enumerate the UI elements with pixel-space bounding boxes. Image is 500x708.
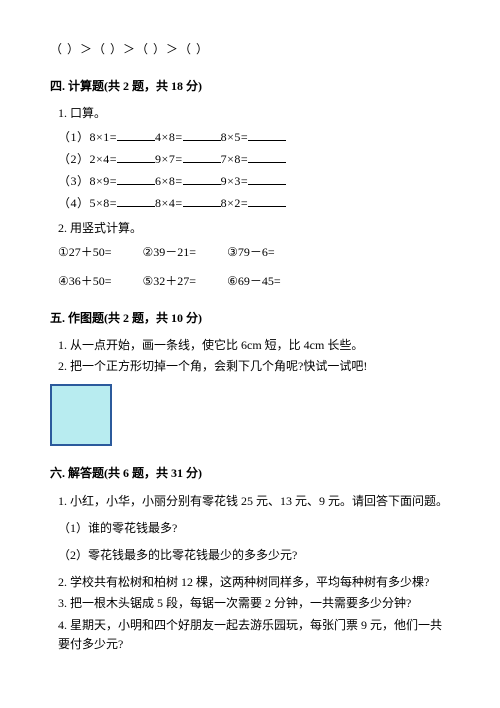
answer-blank bbox=[117, 151, 155, 163]
calc-expr: 4×8= bbox=[155, 130, 183, 144]
calc-expr: 7×8= bbox=[221, 152, 249, 166]
answer-blank bbox=[117, 195, 155, 207]
v2c: ⑥69－45= bbox=[227, 272, 281, 291]
answer-blank bbox=[183, 129, 221, 141]
calc-expr: （4）5×8= bbox=[58, 196, 117, 210]
answer-blank bbox=[248, 173, 286, 185]
vertical-row-1: ①27＋50= ②39－21= ③79－6= bbox=[58, 243, 450, 262]
v1c: ③79－6= bbox=[227, 243, 275, 262]
section5-title: 五. 作图题(共 2 题，共 10 分) bbox=[50, 309, 450, 328]
s6-q2: 2. 学校共有松树和柏树 12 棵，这两种树同样多，平均每种树有多少棵? bbox=[58, 573, 450, 592]
section4-title: 四. 计算题(共 2 题，共 18 分) bbox=[50, 77, 450, 96]
calc-expr: 8×4= bbox=[155, 196, 183, 210]
calc-rows: （1）8×1= 4×8= 8×5= （2）2×4= 9×7= 7×8= （3）8×9= 6×8… bbox=[50, 128, 450, 214]
calc-expr: （2）2×4= bbox=[58, 152, 117, 166]
v2a: ④36＋50= bbox=[58, 272, 112, 291]
s6-q3: 3. 把一根木头锯成 5 段，每锯一次需要 2 分钟，一共需要多少分钟? bbox=[58, 594, 450, 613]
calc-expr: （1）8×1= bbox=[58, 130, 117, 144]
answer-blank bbox=[248, 195, 286, 207]
answer-blank bbox=[248, 129, 286, 141]
vertical-row-2: ④36＋50= ⑤32＋27= ⑥69－45= bbox=[58, 272, 450, 291]
q2-title: 2. 用竖式计算。 bbox=[58, 219, 450, 238]
calc-expr: 9×7= bbox=[155, 152, 183, 166]
section6-title: 六. 解答题(共 6 题，共 31 分) bbox=[50, 464, 450, 483]
answer-blank bbox=[117, 129, 155, 141]
calc-expr: （3）8×9= bbox=[58, 174, 117, 188]
v1a: ①27＋50= bbox=[58, 243, 112, 262]
s6-q1-sub1: （1）谁的零花钱最多? bbox=[58, 519, 450, 538]
answer-blank bbox=[183, 151, 221, 163]
calc-row-1: （1）8×1= 4×8= 8×5= bbox=[58, 128, 450, 147]
calc-expr: 6×8= bbox=[155, 174, 183, 188]
answer-blank bbox=[117, 173, 155, 185]
calc-expr: 8×2= bbox=[221, 196, 249, 210]
calc-row-2: （2）2×4= 9×7= 7×8= bbox=[58, 150, 450, 169]
answer-blank bbox=[183, 173, 221, 185]
v2b: ⑤32＋27= bbox=[143, 272, 197, 291]
calc-expr: 9×3= bbox=[221, 174, 249, 188]
s5-q1: 1. 从一点开始，画一条线，使它比 6cm 短，比 4cm 长些。 bbox=[58, 336, 450, 355]
square-figure bbox=[50, 384, 112, 446]
answer-blank bbox=[183, 195, 221, 207]
s6-q1-sub2: （2）零花钱最多的比零花钱最少的多多少元? bbox=[58, 546, 450, 565]
s6-q1: 1. 小红，小华，小丽分别有零花钱 25 元、13 元、9 元。请回答下面问题。 bbox=[58, 492, 450, 511]
calc-row-4: （4）5×8= 8×4= 8×2= bbox=[58, 194, 450, 213]
v1b: ②39－21= bbox=[143, 243, 197, 262]
answer-blank bbox=[248, 151, 286, 163]
calc-expr: 8×5= bbox=[221, 130, 249, 144]
s6-q4: 4. 星期天，小明和四个好朋友一起去游乐园玩，每张门票 9 元，他们一共要付多少… bbox=[58, 616, 450, 654]
top-inequality: （ ）＞（ ）＞（ ）＞（ ） bbox=[50, 40, 450, 59]
s5-q2: 2. 把一个正方形切掉一个角，会剩下几个角呢?快试一试吧! bbox=[58, 357, 450, 376]
calc-row-3: （3）8×9= 6×8= 9×3= bbox=[58, 172, 450, 191]
q1-title: 1. 口算。 bbox=[58, 104, 450, 123]
